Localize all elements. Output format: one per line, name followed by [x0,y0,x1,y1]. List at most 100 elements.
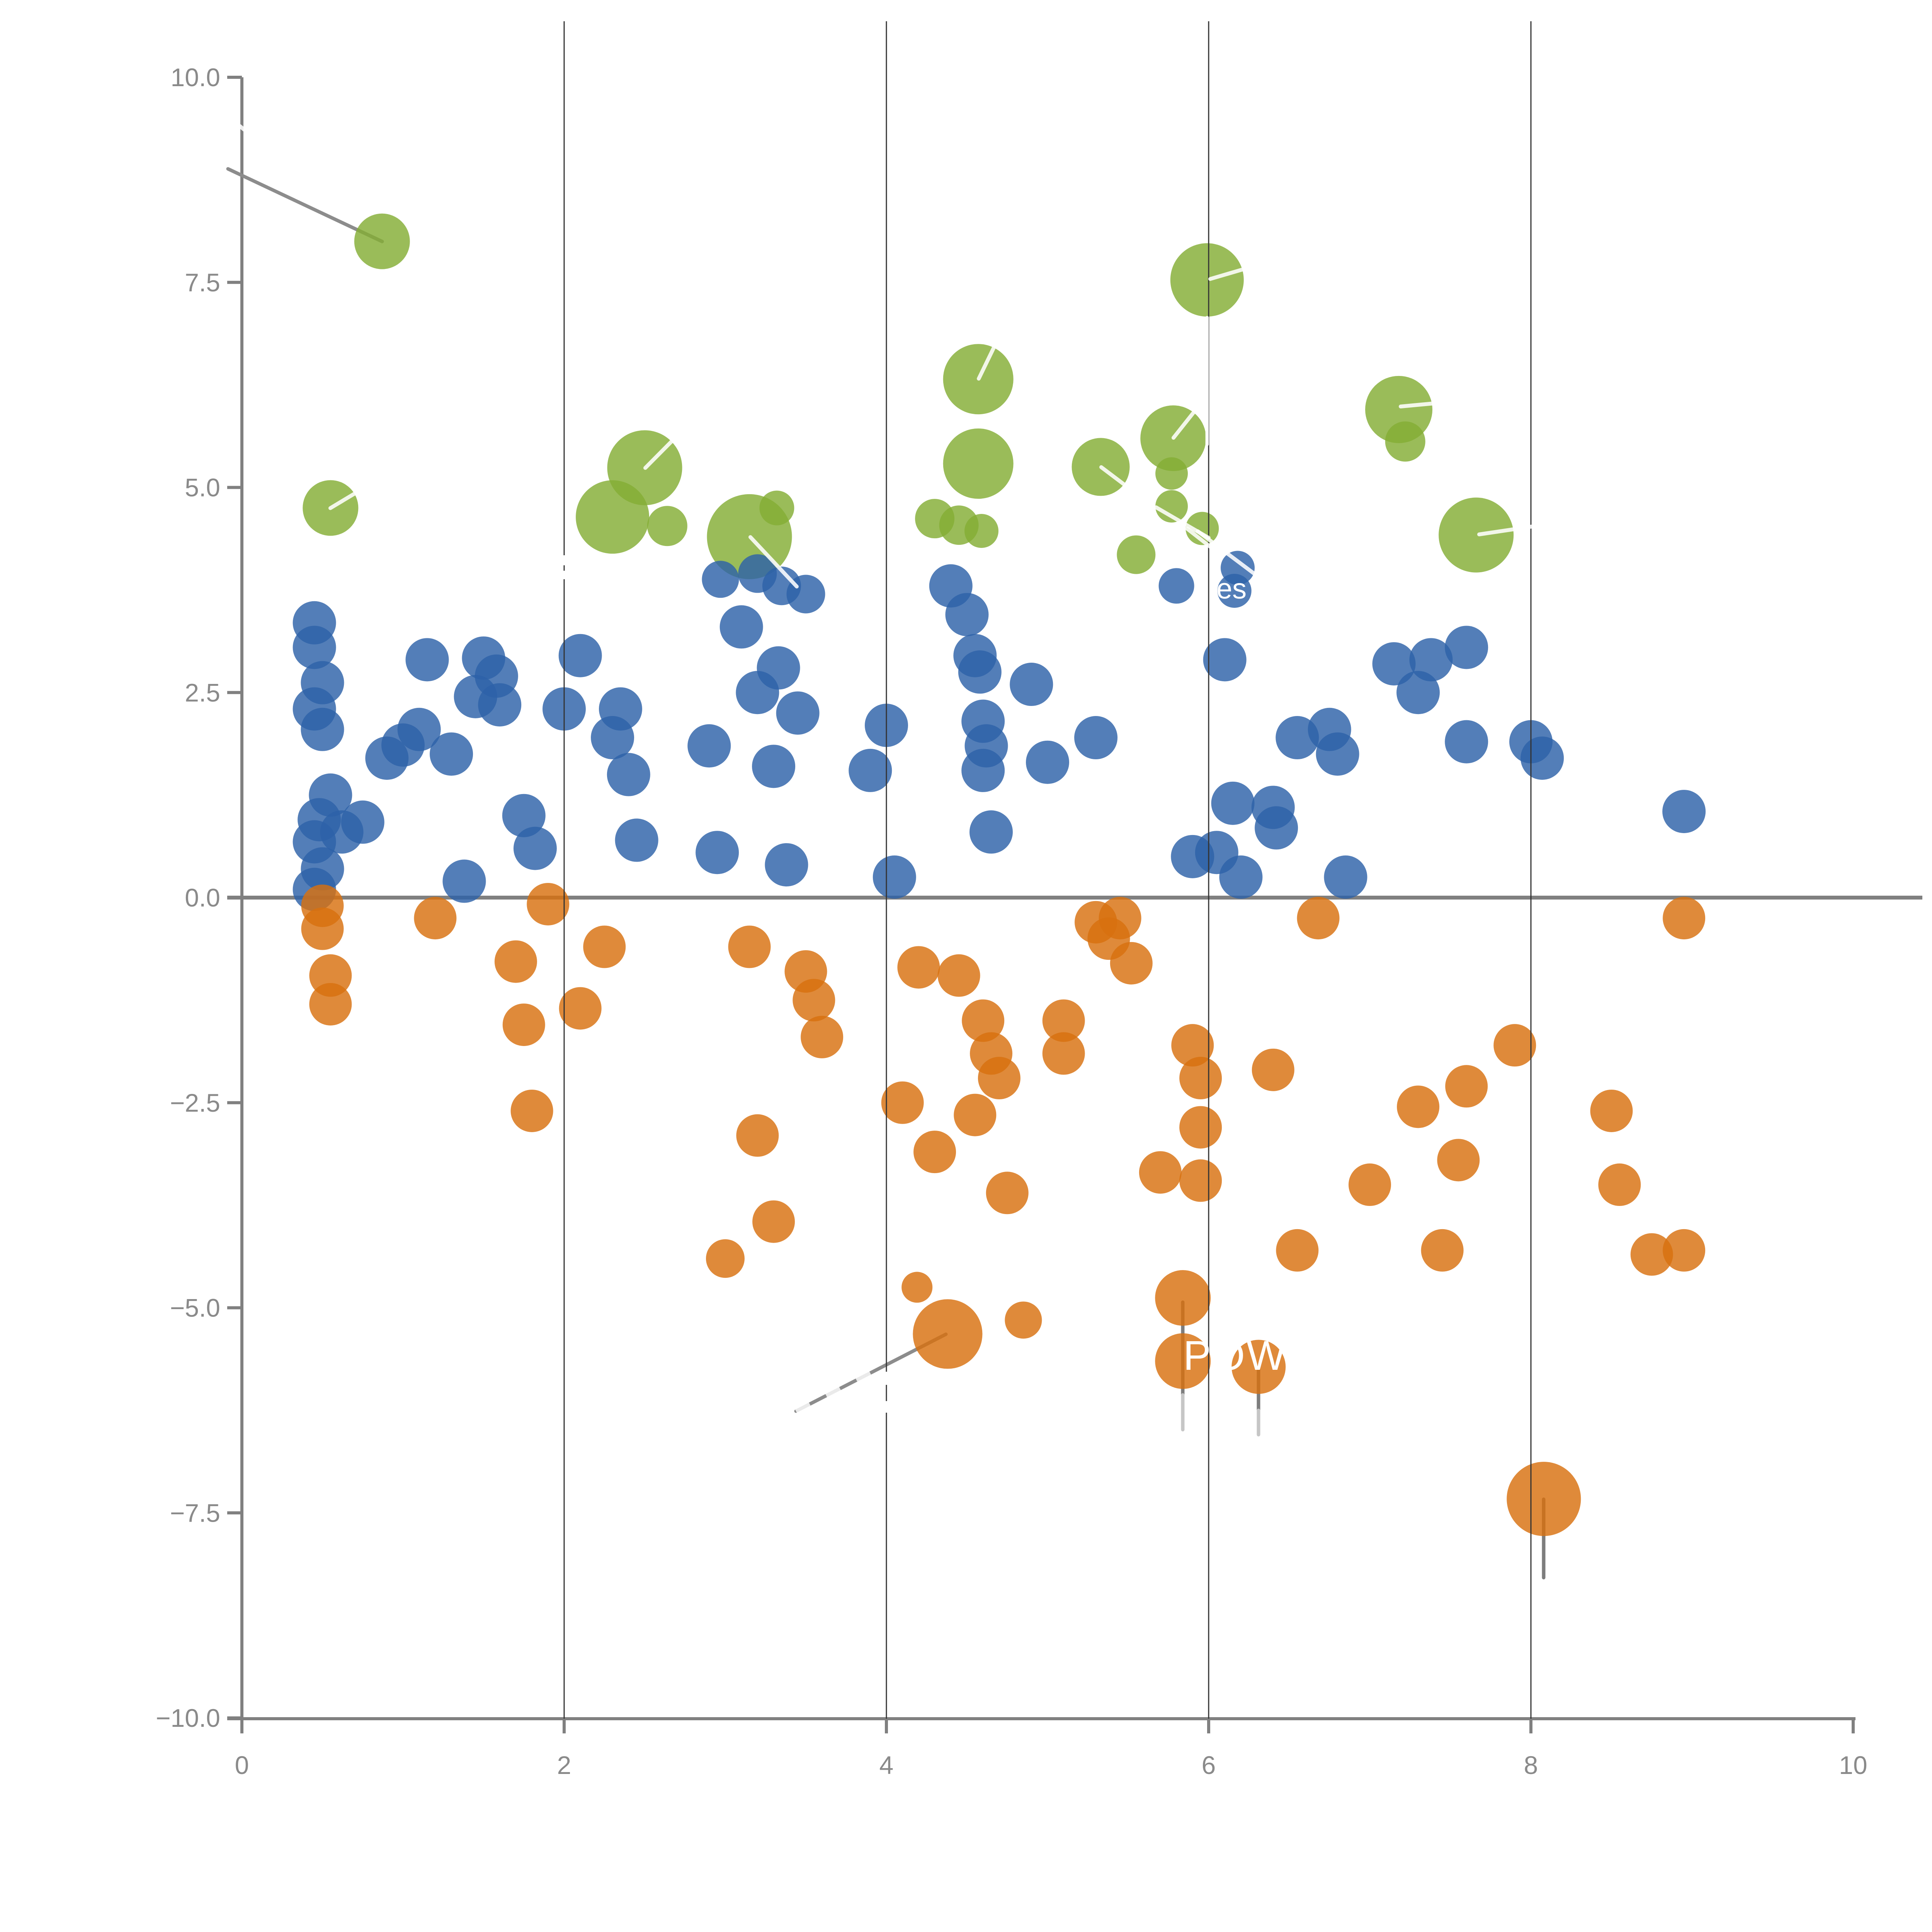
data-point-green [964,514,999,548]
data-point-blue [293,626,336,669]
data-point-blue [1396,671,1440,714]
data-point-orange [1139,1151,1182,1194]
data-point-blue [765,843,808,887]
data-point-blue [397,707,441,751]
data-point-orange [706,1239,745,1278]
data-point-blue [1445,720,1488,764]
data-point-orange [881,1081,924,1124]
white-leader-line [1477,524,1538,536]
data-point-green [1155,457,1188,490]
data-point-blue [1217,573,1252,608]
data-point-green [1155,490,1188,523]
data-point-blue [1372,642,1416,685]
data-point-green [1185,512,1219,545]
data-point-orange [1421,1229,1464,1272]
data-point-orange [1179,1057,1222,1100]
white-leader-line [977,323,1007,381]
y-tick-label: −10.0 [156,1704,220,1732]
data-point-blue [687,724,731,768]
data-point-orange [954,1094,997,1136]
white-leader-line [328,478,379,510]
data-point-blue [607,753,650,796]
data-point-orange [301,907,344,950]
data-point-orange [510,1089,553,1132]
data-point-green [1170,243,1244,317]
white-leader-line [748,535,799,588]
series-orange [301,883,1706,1536]
data-point-blue [1255,806,1298,850]
data-point-orange [1042,1032,1085,1075]
data-point-blue [1445,626,1488,669]
data-point-blue [301,707,344,751]
white-leader-line [1399,400,1448,408]
data-point-green [1117,535,1156,574]
data-point-orange [309,983,352,1026]
data-point-blue [341,800,384,844]
annotation-leader-line [226,167,384,243]
data-point-orange [913,1131,956,1173]
data-point-orange [1276,1229,1319,1272]
x-tick-label: 8 [1524,1751,1538,1779]
gridline-gap-patch [561,555,566,565]
y-tick-label: −2.5 [170,1088,220,1117]
data-point-orange [1179,1159,1222,1202]
data-point-blue [969,810,1013,854]
data-point-orange [801,1015,844,1058]
y-tick-label: 7.5 [185,268,220,297]
data-point-orange [1099,897,1141,940]
data-point-blue [442,859,486,903]
data-point-orange [583,925,626,968]
gridlines-layer [563,21,1532,1719]
white-leader-line [1185,527,1225,558]
data-point-blue [478,683,522,727]
white-leader-line [1208,263,1261,281]
data-point-green [1439,497,1514,573]
data-point-orange [1493,1024,1536,1067]
data-point-orange [736,1114,779,1157]
white-leader-line [1172,402,1202,440]
data-point-orange [559,987,602,1030]
data-point-blue [696,831,739,874]
data-point-orange [1437,1139,1480,1182]
white-leader-line [1196,529,1256,575]
data-point-blue [430,732,473,776]
data-point-orange [1590,1089,1633,1132]
y-tick-label: −5.0 [170,1294,220,1322]
x-tick-label: 4 [879,1751,894,1779]
data-point-blue [1158,568,1194,604]
data-point-blue [558,634,602,677]
data-point-orange [1005,1301,1042,1339]
data-point-blue [615,818,658,862]
data-point-orange [1349,1163,1391,1206]
data-point-green [943,428,1014,499]
series-green [303,213,1514,579]
data-point-blue [752,745,796,788]
data-point-blue [945,593,989,636]
data-point-orange [1663,1229,1706,1272]
data-point-orange [1171,1024,1214,1067]
white-leader-line [207,99,361,223]
data-point-blue [958,650,1002,694]
data-point-blue [702,561,739,598]
data-point-green [759,490,794,526]
white-leader-line [1099,465,1143,499]
gridline-gap-patch [884,1401,889,1413]
data-point-blue [1010,663,1053,706]
data-point-blue [1662,790,1706,833]
data-point-blue [1316,732,1359,776]
data-point-orange [986,1172,1029,1214]
data-point-orange [1110,942,1153,985]
bubble-annotation-text: es [1216,573,1247,605]
data-point-orange [901,1272,933,1303]
data-point-blue [405,638,449,682]
data-point-blue [872,855,916,899]
data-point-blue [757,646,800,690]
data-point-blue [849,748,892,792]
data-point-green [354,213,410,269]
data-point-blue [1520,736,1564,780]
y-tick-label: 0.0 [185,883,220,912]
data-point-blue [1026,740,1069,784]
data-point-orange [1155,1333,1211,1389]
bubble-annotation-text: POWER [1183,1332,1349,1379]
